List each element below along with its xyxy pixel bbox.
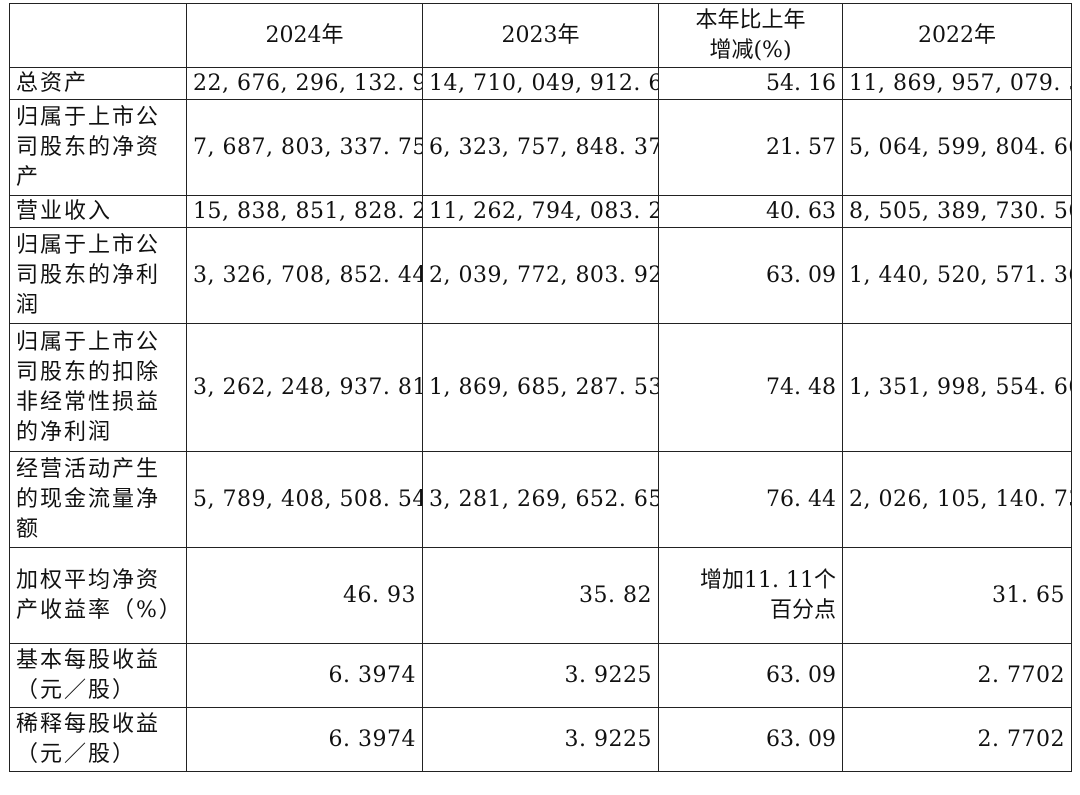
value-2022: 8, 505, 389, 730. 50: [842, 195, 1072, 228]
table-row: 稀释每股收益（元／股） 6. 3974 3. 9225 63. 09 2. 77…: [9, 707, 1072, 772]
value-2023: 3. 9225: [422, 707, 659, 772]
value-change-line1: 增加11. 11个: [700, 567, 836, 593]
value-change: 21. 57: [658, 99, 843, 196]
row-label: 稀释每股收益（元／股）: [9, 707, 187, 772]
value-2023: 1, 869, 685, 287. 53: [422, 323, 659, 452]
value-2022: 1, 440, 520, 571. 36: [842, 227, 1072, 324]
row-label: 归属于上市公司股东的净利润: [9, 227, 187, 324]
table-row: 基本每股收益（元／股） 6. 3974 3. 9225 63. 09 2. 77…: [9, 643, 1072, 708]
header-2024: 2024年: [186, 3, 423, 68]
value-change: 63. 09: [658, 227, 843, 324]
value-2023: 2, 039, 772, 803. 92: [422, 227, 659, 324]
table-row: 营业收入 15, 838, 851, 828. 27 11, 262, 794,…: [9, 195, 1072, 228]
table-row: 归属于上市公司股东的净资产 7, 687, 803, 337. 75 6, 32…: [9, 99, 1072, 196]
header-change-line2: 增减(%): [709, 37, 792, 63]
value-2022: 11, 869, 957, 079. 50: [842, 67, 1072, 100]
value-2024: 15, 838, 851, 828. 27: [186, 195, 423, 228]
value-2022: 2. 7702: [842, 643, 1072, 708]
financial-summary-table: 2024年 2023年 本年比上年 增减(%) 2022年 总资产 22, 67…: [9, 3, 1072, 772]
value-change: 76. 44: [658, 451, 843, 548]
value-2022: 5, 064, 599, 804. 60: [842, 99, 1072, 196]
header-2022: 2022年: [842, 3, 1072, 68]
value-2023: 6, 323, 757, 848. 37: [422, 99, 659, 196]
value-change: 40. 63: [658, 195, 843, 228]
value-2023: 3. 9225: [422, 643, 659, 708]
table-row: 归属于上市公司股东的扣除非经常性损益的净利润 3, 262, 248, 937.…: [9, 323, 1072, 452]
header-blank-cell: [9, 3, 187, 68]
header-change-line1: 本年比上年: [695, 7, 806, 33]
value-2023: 14, 710, 049, 912. 67: [422, 67, 659, 100]
header-change: 本年比上年 增减(%): [658, 3, 843, 68]
header-row: 2024年 2023年 本年比上年 增减(%) 2022年: [9, 3, 1072, 68]
value-change-line2: 百分点: [769, 597, 836, 623]
value-change: 74. 48: [658, 323, 843, 452]
table-row: 加权平均净资产收益率（%） 46. 93 35. 82 增加11. 11个 百分…: [9, 547, 1072, 644]
value-2023: 3, 281, 269, 652. 65: [422, 451, 659, 548]
row-label: 总资产: [9, 67, 187, 100]
value-2024: 3, 326, 708, 852. 44: [186, 227, 423, 324]
value-change: 63. 09: [658, 707, 843, 772]
value-2024: 3, 262, 248, 937. 81: [186, 323, 423, 452]
value-2024: 5, 789, 408, 508. 54: [186, 451, 423, 548]
header-2023: 2023年: [422, 3, 659, 68]
value-2024: 22, 676, 296, 132. 90: [186, 67, 423, 100]
row-label: 营业收入: [9, 195, 187, 228]
value-change: 63. 09: [658, 643, 843, 708]
table-row: 经营活动产生的现金流量净额 5, 789, 408, 508. 54 3, 28…: [9, 451, 1072, 548]
row-label: 归属于上市公司股东的扣除非经常性损益的净利润: [9, 323, 187, 452]
table-row: 归属于上市公司股东的净利润 3, 326, 708, 852. 44 2, 03…: [9, 227, 1072, 324]
row-label: 基本每股收益（元／股）: [9, 643, 187, 708]
value-change: 54. 16: [658, 67, 843, 100]
value-2024: 46. 93: [186, 547, 423, 644]
value-2022: 2. 7702: [842, 707, 1072, 772]
value-2022: 31. 65: [842, 547, 1072, 644]
value-change: 增加11. 11个 百分点: [658, 547, 843, 644]
value-2023: 35. 82: [422, 547, 659, 644]
value-2023: 11, 262, 794, 083. 29: [422, 195, 659, 228]
value-2022: 2, 026, 105, 140. 73: [842, 451, 1072, 548]
row-label: 归属于上市公司股东的净资产: [9, 99, 187, 196]
value-2024: 6. 3974: [186, 643, 423, 708]
row-label: 经营活动产生的现金流量净额: [9, 451, 187, 548]
table-row: 总资产 22, 676, 296, 132. 90 14, 710, 049, …: [9, 67, 1072, 100]
value-2024: 7, 687, 803, 337. 75: [186, 99, 423, 196]
row-label: 加权平均净资产收益率（%）: [9, 547, 187, 644]
value-2024: 6. 3974: [186, 707, 423, 772]
value-2022: 1, 351, 998, 554. 60: [842, 323, 1072, 452]
